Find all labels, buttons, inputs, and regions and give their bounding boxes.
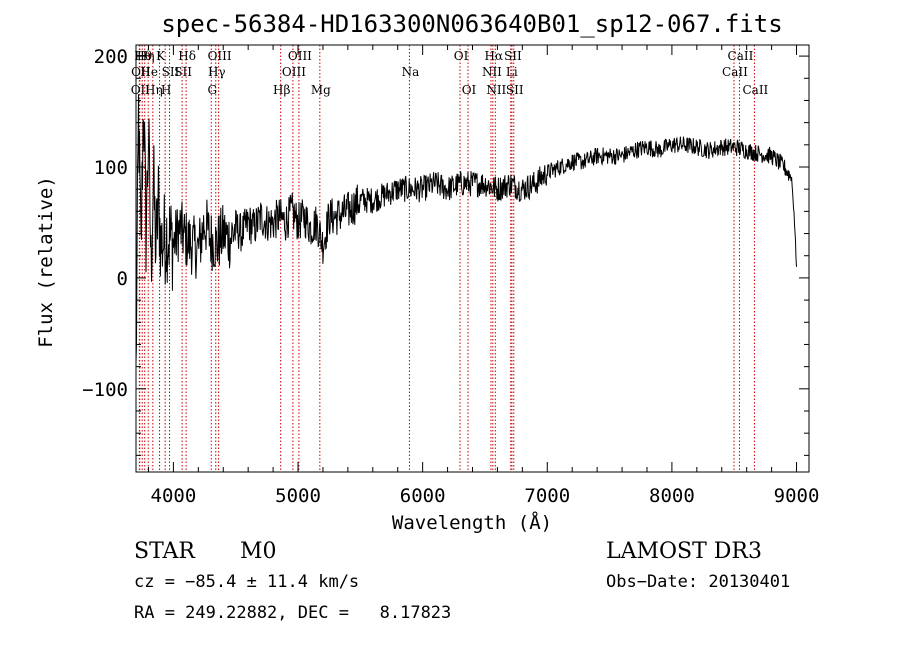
marker-label: NII	[486, 83, 506, 97]
y-axis-label: Flux (relative)	[35, 176, 57, 348]
y-tick-label: 200	[94, 46, 128, 68]
marker-label: H	[161, 83, 171, 97]
marker-label: SII	[162, 65, 180, 79]
spectrum-series-line	[135, 94, 797, 363]
marker-label: Hα	[485, 49, 504, 63]
x-tick-label: 8000	[649, 485, 695, 507]
redshift-line: cz = −85.4 ± 11.4 km/s	[134, 572, 360, 592]
marker-label: CaII	[722, 65, 748, 79]
marker-label: Na	[402, 65, 420, 79]
plot-frame	[135, 44, 810, 473]
chart-title: spec-56384-HD163300N063640B01_sp12-067.f…	[161, 10, 782, 38]
y-tick-label: −100	[82, 379, 128, 401]
marker-label: SII	[506, 83, 524, 97]
marker-label: OIII	[288, 49, 312, 63]
marker-label: K	[156, 49, 166, 63]
marker-label: OI	[462, 83, 477, 97]
y-tick-label: 100	[94, 157, 128, 179]
marker-label: Hη	[145, 83, 163, 97]
marker-label: SII	[174, 65, 192, 79]
x-axis-label: Wavelength (Å)	[392, 511, 552, 534]
obs-date: Obs−Date: 20130401	[606, 572, 791, 592]
spectral-line-markers	[138, 45, 755, 472]
survey-name: LAMOST DR3	[606, 539, 762, 564]
x-tick-label: 9000	[774, 485, 820, 507]
spectral-line-labels: OIIOIIHθHηHeHηKHSIIHδSIIGHγOIIIHβOIIIOII…	[131, 49, 769, 97]
marker-label: Li	[506, 65, 518, 79]
marker-label: Mg	[311, 83, 331, 97]
marker-label: CaII	[728, 49, 754, 63]
ra-dec-line: RA = 249.22882, DEC = 8.17823	[134, 603, 452, 623]
y-tick-label: 0	[117, 268, 128, 290]
x-tick-label: 4000	[151, 485, 197, 507]
marker-label: OIII	[208, 49, 232, 63]
object-subclass: M0	[240, 539, 277, 564]
marker-label: Hβ	[273, 83, 290, 97]
marker-label: He	[140, 65, 158, 79]
y-axis-ticks: −100 0 100 200	[82, 46, 809, 456]
marker-label: NII	[482, 65, 502, 79]
marker-label: CaII	[742, 83, 768, 97]
x-tick-label: 6000	[400, 485, 446, 507]
marker-label: G	[207, 83, 217, 97]
marker-label: OI	[454, 49, 469, 63]
marker-label: SII	[504, 49, 522, 63]
x-tick-label: 7000	[524, 485, 570, 507]
marker-label: Hδ	[178, 49, 196, 63]
x-tick-label: 5000	[275, 485, 321, 507]
marker-label: Hγ	[208, 65, 226, 79]
object-class: STAR	[134, 539, 195, 564]
x-axis-ticks: 4000 5000 6000 7000 8000 9000	[147, 45, 820, 507]
marker-label: OIII	[282, 65, 306, 79]
